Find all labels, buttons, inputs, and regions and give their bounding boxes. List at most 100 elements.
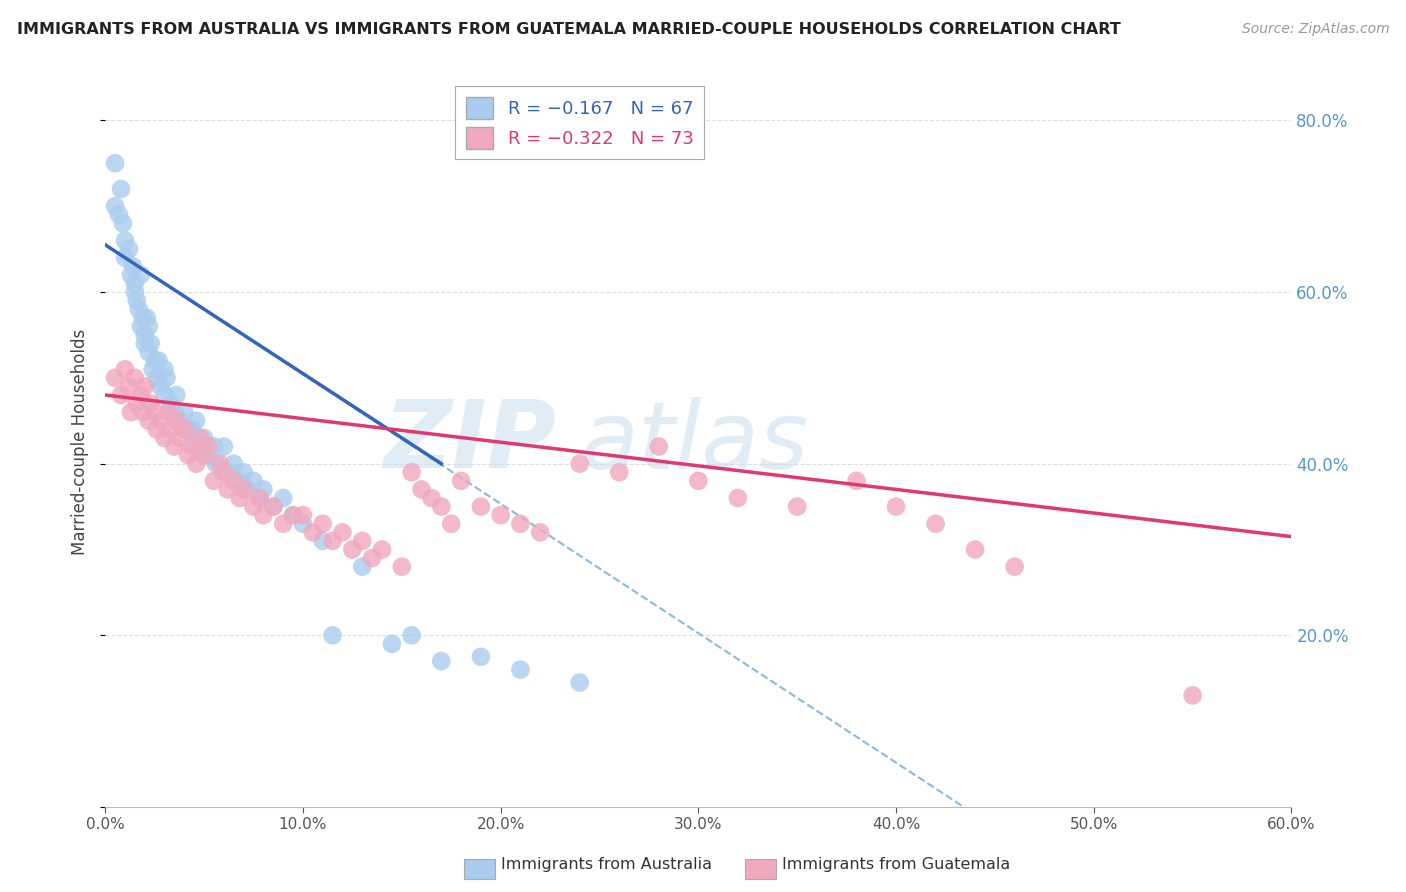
Point — [252, 508, 274, 523]
Point — [177, 448, 200, 462]
Text: ZIP: ZIP — [382, 396, 555, 488]
Point — [607, 465, 630, 479]
Point — [135, 310, 157, 325]
Point — [145, 422, 167, 436]
Point — [183, 431, 205, 445]
Point — [401, 465, 423, 479]
Point — [440, 516, 463, 531]
Point — [301, 525, 323, 540]
Point — [197, 440, 219, 454]
Point — [110, 182, 132, 196]
Point — [132, 310, 155, 325]
Point — [173, 422, 195, 436]
Point — [197, 448, 219, 462]
Point — [322, 628, 344, 642]
Point — [169, 431, 191, 445]
Point — [228, 474, 250, 488]
Point — [312, 533, 335, 548]
Point — [212, 465, 235, 479]
Point — [148, 353, 170, 368]
Point — [688, 474, 710, 488]
Point — [342, 542, 364, 557]
Point — [242, 500, 264, 514]
Text: Immigrants from Australia: Immigrants from Australia — [501, 857, 711, 872]
Legend: R = −0.167   N = 67, R = −0.322   N = 73: R = −0.167 N = 67, R = −0.322 N = 73 — [456, 87, 704, 160]
Point — [332, 525, 354, 540]
Point — [924, 516, 946, 531]
Point — [322, 533, 344, 548]
Point — [222, 457, 245, 471]
Point — [242, 474, 264, 488]
Point — [262, 500, 284, 514]
Point — [786, 500, 808, 514]
Point — [281, 508, 304, 523]
Point — [202, 440, 225, 454]
Point — [149, 414, 172, 428]
Point — [648, 440, 671, 454]
Point — [149, 379, 172, 393]
Point — [217, 465, 239, 479]
Point — [169, 414, 191, 428]
Point — [129, 319, 152, 334]
Point — [125, 396, 148, 410]
Point — [430, 654, 453, 668]
Point — [124, 285, 146, 299]
Point — [120, 268, 142, 282]
Point — [232, 465, 254, 479]
Point — [118, 379, 141, 393]
Point — [509, 516, 531, 531]
Point — [177, 422, 200, 436]
Point — [134, 327, 156, 342]
Point — [430, 500, 453, 514]
Point — [202, 474, 225, 488]
Point — [138, 319, 160, 334]
Point — [193, 448, 215, 462]
Point — [271, 491, 294, 505]
Point — [159, 422, 181, 436]
Point — [205, 457, 228, 471]
Point — [163, 405, 186, 419]
Point — [568, 457, 591, 471]
Point — [1004, 559, 1026, 574]
Point — [165, 414, 187, 428]
Point — [122, 260, 145, 274]
Point — [134, 379, 156, 393]
Point — [188, 431, 211, 445]
Point — [529, 525, 551, 540]
Point — [470, 649, 492, 664]
Point — [361, 551, 384, 566]
Point — [450, 474, 472, 488]
Point — [132, 405, 155, 419]
Point — [188, 440, 211, 454]
Point — [249, 491, 271, 505]
Point — [222, 474, 245, 488]
Point — [291, 508, 314, 523]
Point — [128, 302, 150, 317]
Point — [470, 500, 492, 514]
Point — [108, 208, 131, 222]
Point — [153, 431, 176, 445]
Point — [381, 637, 404, 651]
Point — [232, 483, 254, 497]
Point — [104, 156, 127, 170]
Point — [111, 216, 134, 230]
Point — [153, 362, 176, 376]
Point — [193, 431, 215, 445]
Point — [159, 396, 181, 410]
Point — [371, 542, 394, 557]
Point — [124, 277, 146, 291]
Point — [1181, 689, 1204, 703]
Point — [186, 414, 208, 428]
Point — [420, 491, 443, 505]
Point — [352, 533, 374, 548]
Point — [114, 251, 136, 265]
Point — [262, 500, 284, 514]
Point — [568, 675, 591, 690]
Point — [163, 440, 186, 454]
Point — [120, 405, 142, 419]
Point — [249, 491, 271, 505]
Point — [155, 371, 177, 385]
Text: atlas: atlas — [579, 397, 808, 488]
Point — [271, 516, 294, 531]
Point — [173, 405, 195, 419]
